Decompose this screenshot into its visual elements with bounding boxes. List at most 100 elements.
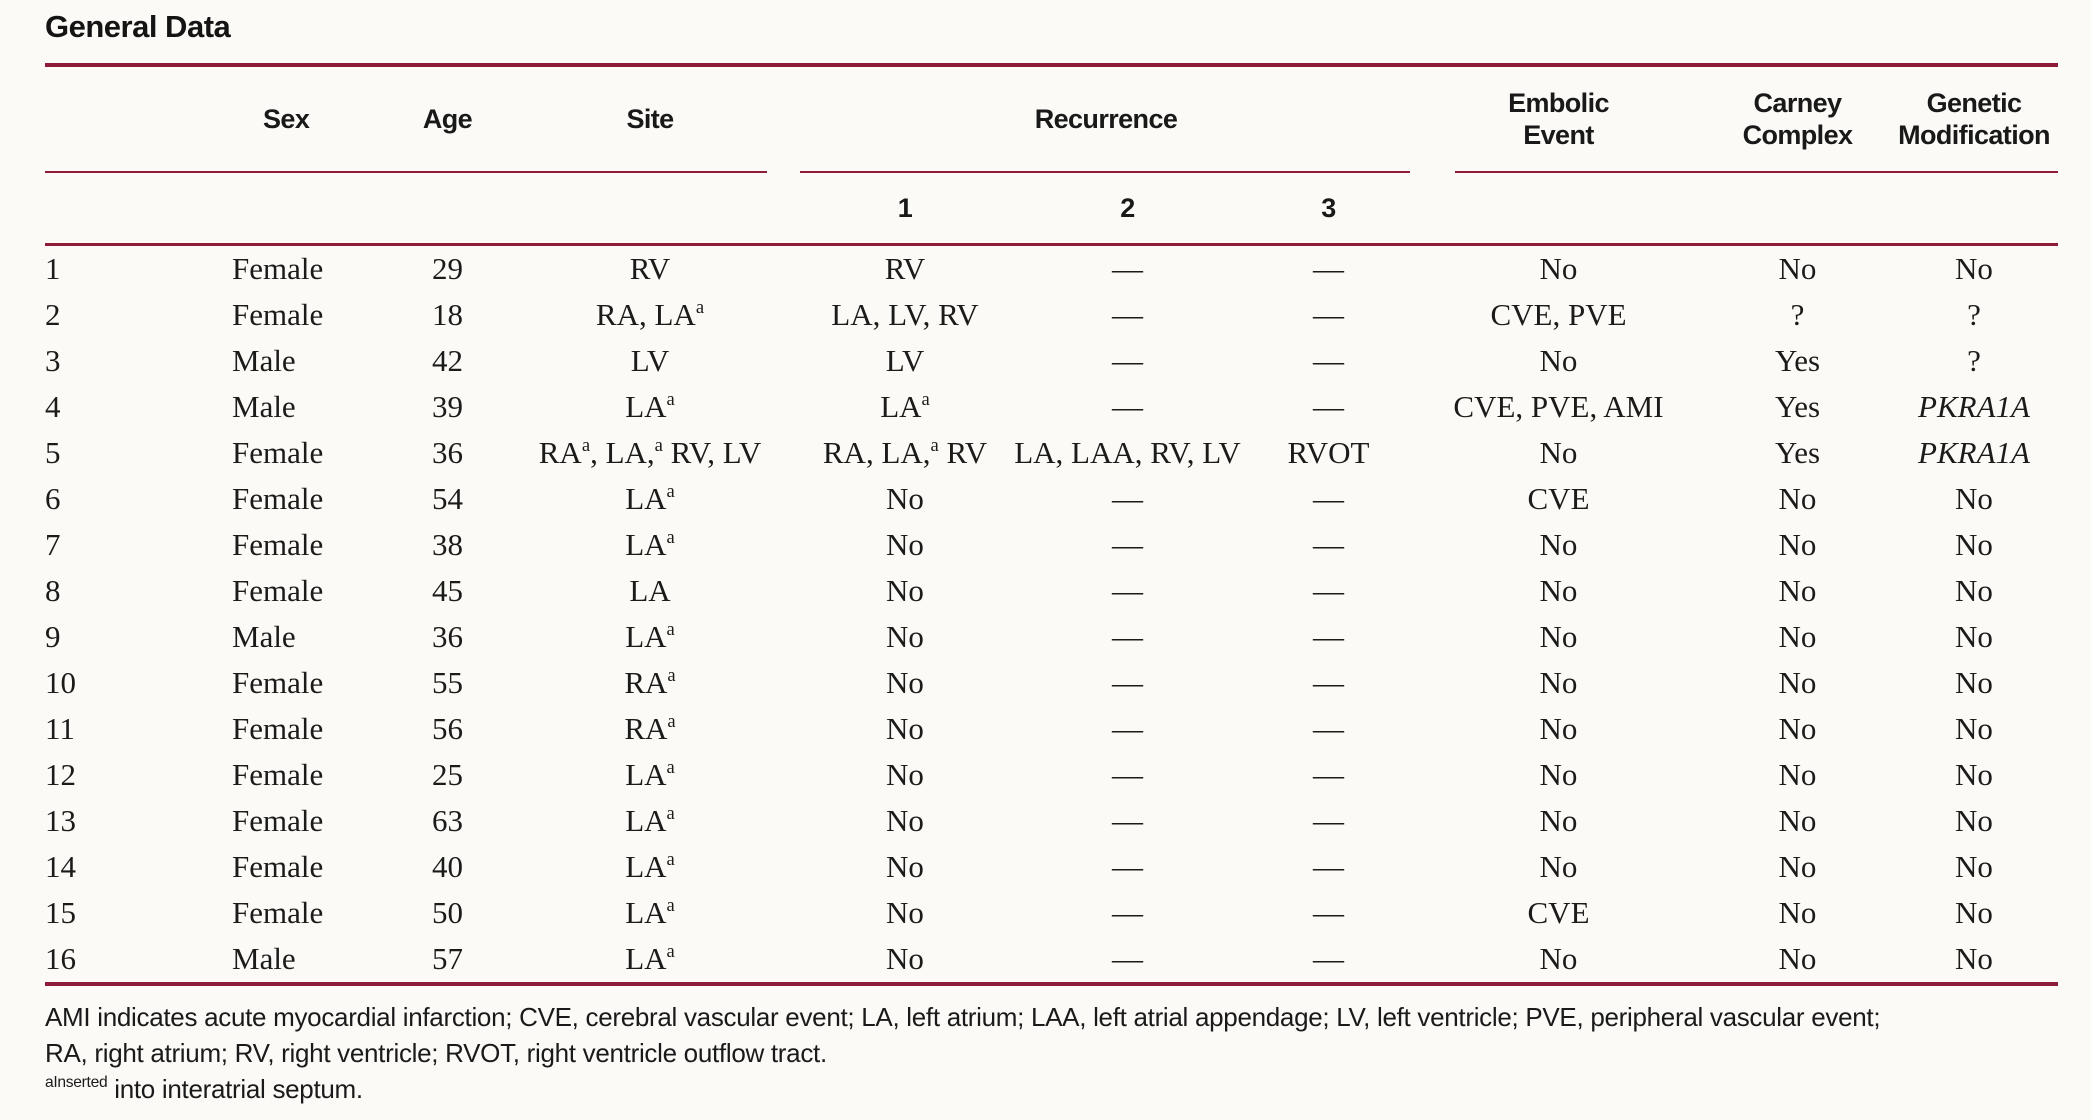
cell-num: 12 — [45, 757, 76, 792]
cell-site: LA — [629, 573, 671, 608]
cell-sex: Female — [232, 895, 324, 930]
table-row: 13 Female 63 LAa No — — No No No — [45, 798, 2058, 844]
cell-embolic: No — [1539, 941, 1578, 976]
cell-sex: Female — [232, 251, 324, 286]
subcolumn-header-recurrence-1: 1 — [800, 173, 1010, 246]
table-row: 15 Female 50 LAa No — — CVE No No — [45, 890, 2058, 936]
subheader-spacer — [45, 173, 210, 246]
cell-rec3: — — [1313, 619, 1344, 654]
cell-sex: Female — [232, 757, 324, 792]
recurrence-subheader-row: 1 2 3 — [45, 173, 2058, 246]
cell-rec2: — — [1112, 895, 1143, 930]
cell-rec2: — — [1112, 343, 1143, 378]
subheader-spacer — [1412, 173, 1705, 246]
cell-num: 9 — [45, 619, 61, 654]
cell-carney: No — [1778, 849, 1817, 884]
cell-rec1: No — [886, 849, 924, 884]
cell-embolic: No — [1539, 665, 1578, 700]
cell-age: 45 — [432, 573, 463, 608]
table-row: 8 Female 45 LA No — — No No No — [45, 568, 2058, 614]
cell-rec1: No — [886, 941, 924, 976]
rule-under-demographics — [45, 171, 767, 173]
cell-rec1: LAa — [880, 388, 930, 424]
cell-sex: Female — [232, 527, 324, 562]
column-header-genetic-modification: Genetic Modification — [1898, 87, 2050, 150]
cell-num: 13 — [45, 803, 76, 838]
column-header-age: Age — [422, 103, 473, 134]
rule-under-recurrence — [800, 171, 1410, 173]
cell-embolic: No — [1539, 343, 1578, 378]
cell-age: 63 — [432, 803, 463, 838]
cell-rec1: No — [886, 711, 924, 746]
cell-carney: Yes — [1774, 389, 1821, 424]
cell-age: 36 — [432, 619, 463, 654]
table-row: 7 Female 38 LAa No — — No No No — [45, 522, 2058, 568]
cell-rec2: — — [1112, 297, 1143, 332]
cell-rec3: RVOT — [1287, 435, 1370, 470]
cell-rec1: LA, LV, RV — [831, 297, 979, 332]
cell-site: LAa — [625, 480, 675, 516]
table-row: 5 Female 36 RAa, LA,a RV, LV RA, LA,a RV LA, … — [45, 430, 2058, 476]
cell-site: RAa — [624, 710, 676, 746]
cell-genetic: No — [1955, 711, 1993, 746]
cell-sex: Female — [232, 803, 324, 838]
cell-rec1: No — [886, 527, 924, 562]
cell-num: 2 — [45, 297, 61, 332]
cell-num: 4 — [45, 389, 61, 424]
header-row: Sex Age Site Recurrence Embolic Event Ca… — [45, 65, 2058, 171]
cell-genetic: No — [1955, 619, 1993, 654]
cell-genetic: No — [1955, 573, 1993, 608]
subheader-spacer — [210, 173, 395, 246]
cell-site: RAa, LA,a RV, LV — [538, 434, 762, 470]
cell-carney: ? — [1790, 297, 1805, 332]
cell-rec3: — — [1313, 849, 1344, 884]
column-header-embolic-event: Embolic Event — [1508, 87, 1609, 150]
table-title: General Data — [45, 9, 231, 44]
cell-site: LAa — [625, 940, 675, 976]
table-row: 6 Female 54 LAa No — — CVE No No — [45, 476, 2058, 522]
cell-age: 57 — [432, 941, 463, 976]
cell-embolic: No — [1539, 619, 1578, 654]
cell-embolic: No — [1539, 803, 1578, 838]
subheader-spacer — [1705, 173, 1890, 246]
cell-num: 16 — [45, 941, 76, 976]
cell-genetic: No — [1955, 251, 1993, 286]
cell-carney: No — [1778, 665, 1817, 700]
cell-site: LV — [630, 343, 670, 378]
cell-site: LAa — [625, 526, 675, 562]
subcolumn-header-recurrence-2: 2 — [1010, 173, 1245, 246]
cell-num: 11 — [45, 711, 75, 746]
cell-rec1: LV — [885, 343, 925, 378]
cell-num: 14 — [45, 849, 76, 884]
table-row: 3 Male 42 LV LV — — No Yes? — [45, 338, 2058, 384]
cell-rec3: — — [1313, 343, 1344, 378]
cell-genetic: No — [1955, 849, 1993, 884]
cell-embolic: CVE — [1527, 481, 1590, 516]
subheader-spacer — [395, 173, 500, 246]
abbreviations-note: AMI indicates acute myocardial infarctio… — [45, 1002, 1881, 1068]
cell-embolic: CVE, PVE — [1490, 297, 1627, 332]
subheader-spacer — [500, 173, 800, 246]
cell-age: 38 — [432, 527, 463, 562]
cell-rec1: No — [886, 619, 924, 654]
cell-sex: Female — [232, 665, 324, 700]
cell-genetic: No — [1955, 941, 1993, 976]
cell-rec3: — — [1313, 573, 1344, 608]
cell-rec2: — — [1112, 757, 1143, 792]
column-header-row-number — [45, 65, 210, 171]
cell-rec2: — — [1112, 389, 1143, 424]
cell-rec2: LA, LAA, RV, LV — [1014, 435, 1241, 470]
cell-age: 39 — [432, 389, 463, 424]
cell-carney: No — [1778, 481, 1817, 516]
cell-rec1: RV — [884, 251, 926, 286]
cell-num: 6 — [45, 481, 61, 516]
cell-genetic: No — [1955, 665, 1993, 700]
cell-rec3: — — [1313, 527, 1344, 562]
cell-age: 18 — [432, 297, 463, 332]
cell-genetic: ? — [1967, 297, 1981, 332]
cell-rec2: — — [1112, 481, 1143, 516]
cell-genetic: No — [1955, 481, 1993, 516]
cell-embolic: No — [1539, 251, 1578, 286]
cell-genetic: No — [1955, 803, 1993, 838]
cell-embolic: No — [1539, 527, 1578, 562]
